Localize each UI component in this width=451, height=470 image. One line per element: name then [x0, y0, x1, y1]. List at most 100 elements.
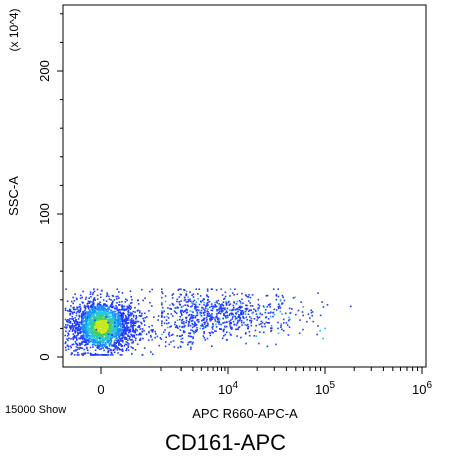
- event-dot: [81, 321, 84, 323]
- event-dot: [120, 305, 123, 308]
- event-dot: [99, 312, 102, 315]
- event-dot: [99, 354, 101, 356]
- event-dot: [80, 294, 82, 297]
- event-dot: [242, 315, 244, 318]
- event-dot: [238, 319, 241, 322]
- event-dot: [125, 320, 127, 322]
- event-dot: [161, 292, 164, 295]
- x-tick-label: 0: [97, 382, 104, 397]
- event-dot: [126, 342, 129, 344]
- event-dot: [114, 347, 117, 349]
- event-dot: [95, 327, 98, 329]
- event-dot: [242, 316, 245, 319]
- event-dot: [91, 320, 94, 323]
- event-dot: [165, 319, 168, 321]
- event-dot: [233, 323, 235, 326]
- event-dot: [228, 320, 231, 323]
- event-dot: [229, 322, 231, 325]
- event-dot: [198, 309, 200, 312]
- event-dot: [87, 334, 90, 336]
- event-dot: [94, 317, 97, 319]
- event-dot: [122, 326, 124, 328]
- event-dot: [224, 312, 227, 314]
- event-dot: [223, 313, 225, 315]
- event-dot: [91, 293, 94, 296]
- event-dot: [105, 346, 107, 349]
- event-dot: [182, 311, 185, 313]
- event-dot: [204, 309, 206, 311]
- event-dot: [155, 333, 157, 335]
- event-dot: [128, 337, 131, 340]
- event-dot: [223, 308, 226, 311]
- event-dot: [199, 313, 202, 315]
- event-dot: [135, 316, 138, 319]
- event-dot: [179, 315, 182, 318]
- event-dot: [104, 308, 107, 311]
- event-dot: [224, 295, 227, 298]
- event-dot: [88, 339, 91, 342]
- event-dot: [126, 328, 129, 331]
- event-dot: [72, 338, 74, 341]
- event-dot: [92, 344, 94, 346]
- event-dot: [115, 334, 118, 336]
- event-dot: [100, 326, 103, 328]
- event-dot: [222, 317, 224, 320]
- event-dot: [86, 320, 88, 323]
- event-dot: [72, 336, 74, 339]
- event-dot: [94, 354, 97, 356]
- event-dot: [225, 339, 228, 341]
- event-dot: [101, 317, 103, 319]
- event-dot: [170, 308, 172, 310]
- event-dot: [114, 315, 117, 318]
- event-dot: [71, 315, 74, 318]
- event-dot: [124, 337, 126, 339]
- event-dot: [79, 307, 82, 310]
- event-dot: [133, 334, 135, 337]
- event-dot: [83, 332, 85, 335]
- event-dot: [298, 332, 301, 335]
- event-dot: [186, 304, 189, 306]
- event-dot: [134, 329, 136, 332]
- event-dot: [87, 319, 89, 322]
- event-dot: [86, 311, 88, 313]
- event-dot: [277, 295, 280, 298]
- event-dot: [101, 312, 104, 315]
- event-dot: [111, 354, 114, 356]
- event-dot: [125, 337, 128, 339]
- event-dot: [88, 323, 90, 325]
- event-dot: [169, 304, 171, 306]
- event-dot: [121, 306, 124, 309]
- event-dot: [89, 337, 92, 340]
- y-axis-label: SSC-A: [6, 176, 21, 216]
- event-dot: [97, 334, 100, 337]
- event-dot: [239, 301, 242, 303]
- event-dot: [107, 315, 110, 317]
- event-dot: [92, 311, 95, 313]
- event-dot: [188, 341, 191, 343]
- event-dot: [121, 349, 124, 352]
- event-dot: [86, 312, 89, 315]
- event-dot: [319, 329, 321, 332]
- event-dot: [198, 288, 200, 290]
- event-dot: [106, 292, 108, 294]
- event-dot: [120, 318, 122, 321]
- event-dot: [109, 326, 112, 328]
- event-dot: [112, 333, 115, 336]
- event-dot: [240, 302, 242, 305]
- event-dot: [168, 335, 171, 337]
- event-dot: [179, 311, 182, 313]
- event-dot: [261, 321, 264, 324]
- event-dot: [183, 296, 186, 299]
- event-dot: [116, 329, 119, 331]
- event-dot: [95, 317, 98, 319]
- event-dot: [209, 318, 211, 320]
- event-dot: [123, 309, 126, 312]
- event-dot: [96, 341, 99, 343]
- event-dot: [87, 312, 89, 314]
- event-dot: [139, 332, 141, 335]
- event-dot: [203, 314, 206, 316]
- event-dot: [231, 308, 234, 311]
- event-dot: [189, 319, 191, 321]
- event-dot: [195, 323, 198, 326]
- event-dot: [92, 354, 95, 356]
